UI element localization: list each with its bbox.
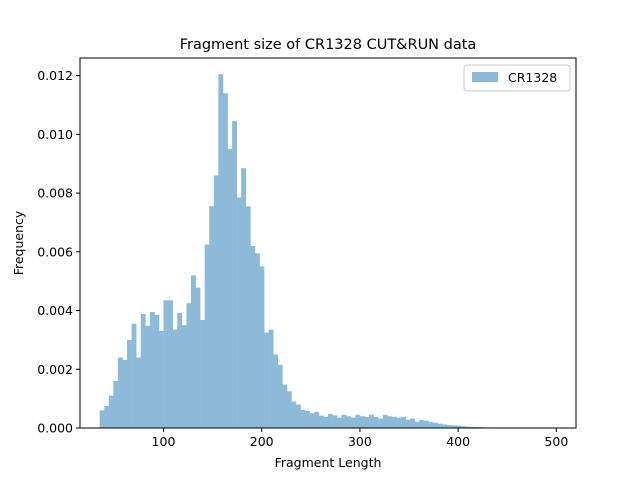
histogram-bar xyxy=(223,93,228,428)
histogram-bar xyxy=(351,418,356,428)
x-tick-label: 100 xyxy=(152,434,176,449)
y-tick-label: 0.006 xyxy=(37,244,73,259)
histogram-bar xyxy=(141,314,146,428)
chart-title: Fragment size of CR1328 CUT&RUN data xyxy=(180,37,477,53)
histogram-bar xyxy=(342,415,347,428)
histogram-bar xyxy=(269,330,274,428)
histogram-bar xyxy=(319,416,324,428)
histogram-bar xyxy=(433,423,438,428)
histogram-bar xyxy=(237,197,242,428)
histogram-bar xyxy=(314,412,319,428)
histogram-bar xyxy=(419,420,424,428)
histogram-bar xyxy=(401,417,406,428)
histogram-bar xyxy=(282,385,287,428)
histogram-bar xyxy=(214,175,219,428)
y-axis: 0.000 0.002 0.004 0.006 0.008 0.010 0.012 xyxy=(37,68,80,435)
histogram-bar xyxy=(145,326,150,428)
histogram-bar xyxy=(410,419,415,428)
histogram-bar xyxy=(250,246,255,428)
histogram-bar xyxy=(200,320,205,428)
legend-label: CR1328 xyxy=(508,70,557,85)
histogram-bar xyxy=(387,416,392,428)
histogram-bar xyxy=(310,413,315,428)
histogram-bar xyxy=(374,417,379,428)
histogram-bar xyxy=(378,419,383,428)
histogram-bar xyxy=(383,415,388,428)
histogram-bar xyxy=(424,421,429,428)
histogram-bar xyxy=(150,312,155,428)
histogram-bar xyxy=(136,358,141,428)
histogram-bar xyxy=(113,381,118,428)
histogram-bar xyxy=(228,149,233,428)
histogram-bar xyxy=(218,74,223,428)
histogram-bar xyxy=(291,402,296,428)
histogram-bar xyxy=(109,396,114,428)
x-tick-label: 500 xyxy=(544,434,568,449)
histogram-bar xyxy=(132,324,137,428)
histogram-bar xyxy=(273,355,278,428)
histogram-bar xyxy=(196,288,201,428)
histogram-bar xyxy=(104,406,109,428)
histogram-bar xyxy=(442,424,447,428)
y-tick-label: 0.002 xyxy=(37,362,73,377)
histogram-bar xyxy=(323,417,328,428)
histogram-bar xyxy=(406,420,411,428)
histogram-bar xyxy=(127,340,132,428)
histogram-bar xyxy=(209,206,214,428)
histogram-bar xyxy=(365,417,370,428)
histogram-bar xyxy=(301,410,306,428)
legend-swatch xyxy=(472,72,498,82)
histogram-bar xyxy=(369,415,374,428)
histogram-bar xyxy=(328,414,333,428)
histogram-bar xyxy=(296,405,301,428)
histogram-bar xyxy=(164,300,169,428)
histogram-bar xyxy=(428,422,433,428)
histogram-bar xyxy=(360,416,365,428)
histogram-bar xyxy=(205,244,210,428)
histogram-bar xyxy=(100,410,105,428)
histogram-bar xyxy=(122,360,127,428)
y-tick-label: 0.008 xyxy=(37,186,73,201)
histogram-bar xyxy=(264,333,269,428)
histogram-bar xyxy=(287,391,292,428)
x-axis: 100 200 300 400 500 xyxy=(152,428,569,449)
histogram-bar xyxy=(177,313,182,428)
histogram-bar xyxy=(337,418,342,428)
histogram-bar xyxy=(438,424,443,428)
legend: CR1328 xyxy=(464,65,570,91)
histogram-bar xyxy=(186,303,191,428)
histogram-bar xyxy=(355,415,360,428)
histogram-bar xyxy=(255,253,260,428)
histogram-bar xyxy=(305,411,310,428)
x-tick-label: 300 xyxy=(348,434,372,449)
x-tick-label: 400 xyxy=(446,434,470,449)
histogram-bar xyxy=(246,206,251,428)
histogram-bar xyxy=(241,168,246,428)
histogram-bar xyxy=(118,358,123,428)
histogram-bar xyxy=(259,266,264,428)
bars-group xyxy=(100,74,557,428)
histogram-bar xyxy=(191,275,196,428)
y-tick-label: 0.004 xyxy=(37,303,73,318)
y-tick-label: 0.012 xyxy=(37,68,73,83)
histogram-bar xyxy=(154,315,159,428)
x-axis-label: Fragment Length xyxy=(275,455,382,470)
histogram-bar xyxy=(173,330,178,428)
histogram-bar xyxy=(232,121,237,428)
histogram-bar xyxy=(278,365,283,428)
histogram-bar xyxy=(182,325,187,428)
histogram-bar xyxy=(333,415,338,428)
histogram-bar xyxy=(159,331,164,428)
histogram-bar xyxy=(346,416,351,428)
histogram-bar xyxy=(415,422,420,428)
histogram-bar xyxy=(392,417,397,428)
histogram-bar xyxy=(397,418,402,428)
y-tick-label: 0.010 xyxy=(37,127,73,142)
y-axis-label: Frequency xyxy=(11,210,26,275)
y-tick-label: 0.000 xyxy=(37,421,73,436)
histogram-bar xyxy=(168,300,173,428)
x-tick-label: 200 xyxy=(250,434,274,449)
